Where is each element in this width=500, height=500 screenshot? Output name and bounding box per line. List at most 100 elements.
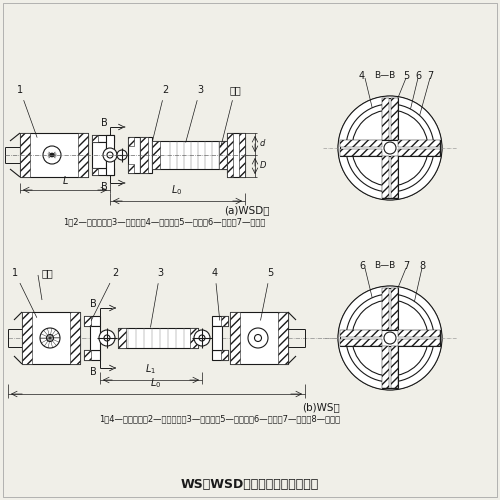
Bar <box>70 312 80 364</box>
Text: B: B <box>90 299 97 309</box>
Bar <box>382 288 389 330</box>
Bar <box>84 316 91 326</box>
Bar <box>382 98 398 198</box>
Bar <box>340 140 382 147</box>
Bar <box>84 316 100 326</box>
Bar <box>382 346 389 388</box>
Circle shape <box>104 335 110 341</box>
Bar <box>391 346 398 388</box>
Circle shape <box>338 96 442 200</box>
Bar <box>239 133 245 177</box>
Bar <box>190 328 198 348</box>
Circle shape <box>384 332 396 344</box>
Bar <box>84 350 100 360</box>
Bar <box>118 328 126 348</box>
Text: 4: 4 <box>359 71 365 81</box>
Circle shape <box>338 96 442 200</box>
Bar <box>391 98 398 140</box>
Bar <box>398 140 440 147</box>
Bar <box>20 133 88 177</box>
Text: $L_0$: $L_0$ <box>172 183 182 197</box>
Text: d: d <box>260 140 266 148</box>
Bar <box>340 330 382 337</box>
Circle shape <box>338 286 442 390</box>
Bar <box>92 142 106 168</box>
Bar <box>128 164 134 173</box>
Bar <box>212 316 228 326</box>
Text: B—B: B—B <box>374 262 396 270</box>
Bar <box>22 312 32 364</box>
Bar <box>230 312 288 364</box>
Circle shape <box>199 335 205 341</box>
Bar <box>92 135 98 142</box>
Bar <box>118 328 198 348</box>
Circle shape <box>346 104 434 192</box>
Bar <box>340 339 382 346</box>
Text: 3: 3 <box>150 268 163 328</box>
Text: 2: 2 <box>152 85 168 140</box>
Circle shape <box>117 150 127 160</box>
Bar <box>230 312 240 364</box>
Bar <box>212 350 228 360</box>
Bar <box>382 98 389 140</box>
Bar <box>398 149 440 156</box>
Bar <box>106 135 114 175</box>
Text: 5: 5 <box>403 71 409 81</box>
Bar <box>340 140 440 156</box>
Circle shape <box>103 148 117 162</box>
Text: 1: 1 <box>17 85 37 138</box>
Bar <box>340 149 382 156</box>
Circle shape <box>40 328 60 348</box>
Text: 2: 2 <box>91 268 118 320</box>
Text: 1、4—半联轴器；2—又形接头；3—圆锥销；5—十字轴；6—销钉；7—套筒；8—圆柱销: 1、4—半联轴器；2—又形接头；3—圆锥销；5—十字轴；6—销钉；7—套筒；8—… <box>99 414 340 423</box>
Text: $L_1$: $L_1$ <box>146 362 156 376</box>
Bar <box>278 312 288 364</box>
Bar <box>128 137 134 146</box>
Bar <box>84 350 91 360</box>
Bar <box>78 133 88 177</box>
Text: B: B <box>101 182 108 192</box>
Text: 标志: 标志 <box>220 85 241 148</box>
Circle shape <box>384 142 396 154</box>
Bar <box>391 288 398 330</box>
Circle shape <box>194 330 210 346</box>
Text: B: B <box>101 118 108 128</box>
Text: L: L <box>62 176 68 186</box>
Text: 7: 7 <box>427 71 433 81</box>
Bar <box>22 312 80 364</box>
Bar <box>140 137 152 173</box>
Circle shape <box>43 146 61 164</box>
Bar <box>391 156 398 198</box>
Bar <box>212 326 222 350</box>
Text: 6: 6 <box>415 71 421 81</box>
Circle shape <box>352 110 428 186</box>
Text: 1、2—半联轴器；3—圆锥销；4—十字轴；5—销钉；6—套筒；7—圆柱销: 1、2—半联轴器；3—圆锥销；4—十字轴；5—销钉；6—套筒；7—圆柱销 <box>62 217 265 226</box>
Bar <box>128 137 140 173</box>
Bar <box>140 137 148 173</box>
Text: 1: 1 <box>12 268 37 318</box>
Text: 3: 3 <box>186 85 203 142</box>
Bar <box>398 330 440 337</box>
Circle shape <box>50 153 54 157</box>
Bar <box>219 141 227 169</box>
Bar <box>92 168 98 175</box>
Bar <box>90 326 100 350</box>
Bar <box>221 316 228 326</box>
Text: 标志: 标志 <box>42 268 54 278</box>
Text: D: D <box>260 162 266 170</box>
Bar <box>152 141 160 169</box>
Circle shape <box>46 334 54 342</box>
Text: B: B <box>90 367 97 377</box>
Circle shape <box>338 286 442 390</box>
Text: B—B: B—B <box>374 72 396 80</box>
Text: 5: 5 <box>260 268 273 320</box>
Text: $L_0$: $L_0$ <box>150 376 162 390</box>
Circle shape <box>99 330 115 346</box>
Text: 7: 7 <box>403 261 409 271</box>
Bar <box>221 350 228 360</box>
Bar <box>152 141 227 169</box>
Bar <box>340 330 440 346</box>
Bar <box>227 133 233 177</box>
Circle shape <box>352 300 428 376</box>
Bar <box>92 135 114 142</box>
